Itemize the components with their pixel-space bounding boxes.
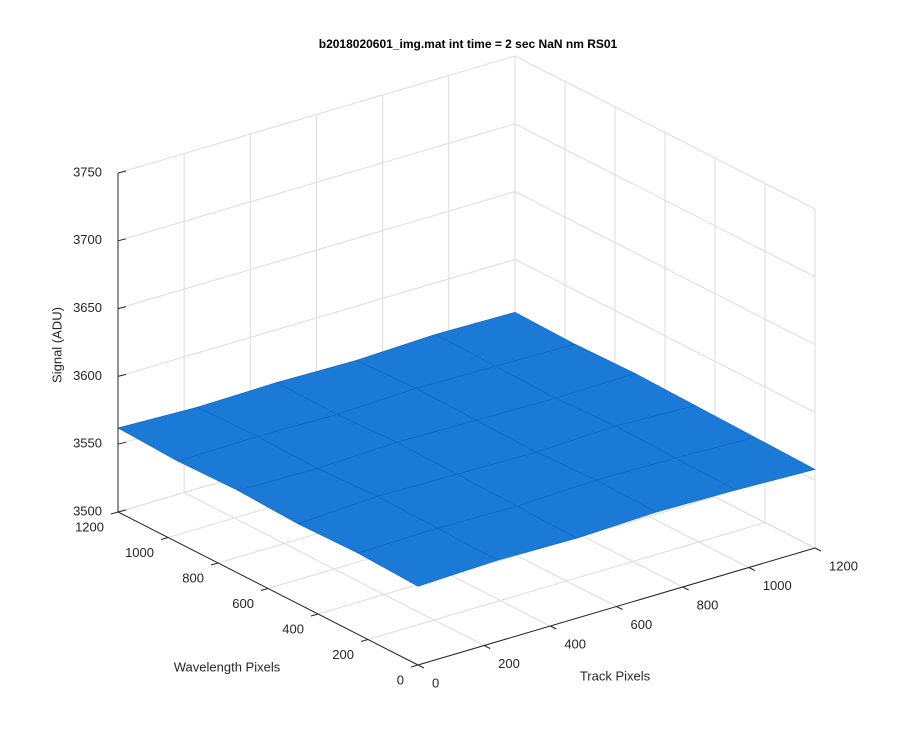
x-tick-label: 1000 [763,578,792,593]
z-tick [117,441,127,445]
z-tick-label: 3600 [73,368,102,383]
x-tick-label: 200 [498,656,520,671]
grid-line [367,522,766,640]
y-tick [110,511,119,515]
x-tick-label: 800 [697,597,719,612]
y-tick [160,537,169,540]
y-axis-label: Wavelength Pixels [174,659,281,674]
z-tick-label: 3700 [73,232,102,247]
y-tick-label: 0 [397,672,404,687]
y-tick-label: 400 [282,621,304,636]
x-tick-label: 400 [564,636,586,651]
x-axis-label: Track Pixels [580,668,651,683]
grid-line [317,496,716,615]
y-tick-label: 1200 [75,519,104,534]
z-tick-label: 3500 [73,503,102,518]
y-tick [410,664,419,668]
y-tick-label: 1000 [125,545,154,560]
surface-patch [357,527,499,587]
x-tick [814,547,822,552]
z-tick-label: 3750 [73,164,102,179]
z-tick [117,238,127,242]
z-tick [117,170,127,174]
x-tick [682,586,689,591]
z-tick-label: 3650 [73,300,102,315]
x-tick-label: 1200 [829,558,858,573]
z-tick-label: 3550 [73,436,102,451]
z-axis-label: Signal (ADU) [49,307,64,383]
z-tick [117,373,127,377]
y-tick-label: 800 [182,570,204,585]
z-tick [117,306,127,310]
y-tick-label: 600 [232,596,254,611]
x-tick-label: 600 [631,617,653,632]
y-tick [310,613,319,617]
y-tick [210,562,219,566]
x-tick-label: 0 [432,675,439,690]
z-tick [117,509,127,513]
chart-title: b2018020601_img.mat int time = 2 sec NaN… [319,37,618,51]
x-tick [417,664,425,669]
y-tick-label: 200 [332,647,354,662]
x-tick [483,645,491,649]
x-tick [550,625,557,630]
y-tick [260,588,269,591]
x-tick [616,606,623,610]
x-tick [748,567,756,571]
y-tick [360,639,369,642]
